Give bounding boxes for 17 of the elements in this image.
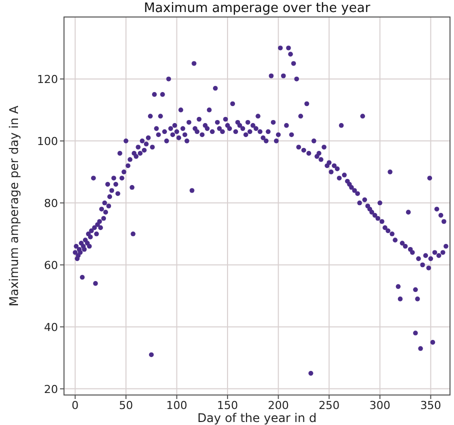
x-tick-label: 150 bbox=[217, 399, 238, 412]
x-tick-label: 100 bbox=[166, 399, 188, 412]
y-axis-title: Maximum amperage per day in A bbox=[7, 104, 21, 306]
x-tick-label: 200 bbox=[268, 399, 289, 412]
y-tick-label: 80 bbox=[44, 196, 58, 210]
x-axis-title: Day of the year in d bbox=[197, 411, 317, 425]
x-tick-label: 250 bbox=[318, 399, 340, 412]
y-tick-label: 120 bbox=[37, 72, 58, 86]
x-tick-label: 0 bbox=[72, 399, 79, 412]
x-tick-label: 300 bbox=[369, 399, 390, 412]
y-tick-label: 20 bbox=[44, 382, 58, 396]
x-tick-label: 350 bbox=[420, 399, 442, 412]
chart-title: Maximum amperage over the year bbox=[144, 1, 371, 16]
y-tick-label: 40 bbox=[44, 320, 58, 334]
y-tick-label: 100 bbox=[37, 134, 58, 148]
x-tick-label: 50 bbox=[118, 399, 133, 412]
y-tick-label: 60 bbox=[44, 258, 58, 272]
